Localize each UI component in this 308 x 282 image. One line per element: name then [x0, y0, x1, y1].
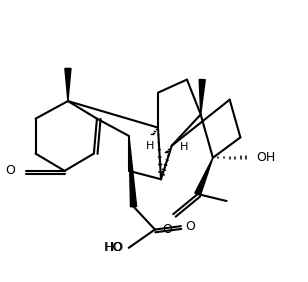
Text: O: O: [185, 220, 195, 233]
Text: O: O: [162, 222, 172, 235]
Text: O: O: [6, 164, 15, 177]
Text: OH: OH: [256, 151, 275, 164]
Text: H: H: [180, 142, 188, 152]
Polygon shape: [65, 69, 71, 101]
Text: H: H: [146, 141, 155, 151]
Polygon shape: [129, 136, 136, 207]
Polygon shape: [195, 158, 213, 195]
Polygon shape: [199, 80, 205, 114]
Text: HO: HO: [105, 241, 124, 254]
Text: HO: HO: [104, 241, 124, 254]
